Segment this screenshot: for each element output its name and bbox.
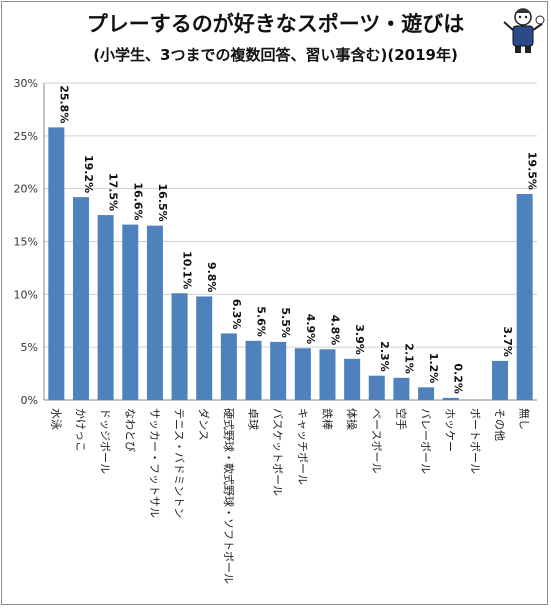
bar: [344, 358, 361, 400]
bar: [72, 197, 89, 400]
category-label: サッカー・フットサル: [148, 408, 161, 518]
data-label: 19.5%: [526, 152, 539, 190]
category-label: 空手: [394, 408, 408, 430]
category-label: 無し: [518, 408, 532, 430]
bar: [196, 296, 213, 400]
category-label: ドッジボール: [99, 408, 112, 474]
data-label: 5.5%: [279, 307, 292, 338]
data-label: 3.9%: [353, 324, 366, 355]
bar: [368, 375, 385, 400]
category-label: なわとび: [123, 408, 136, 452]
bar: [393, 377, 410, 400]
bar: [492, 360, 509, 400]
bar: [245, 340, 262, 400]
data-label: 16.6%: [131, 182, 144, 220]
y-tick-label: 30%: [14, 77, 38, 90]
data-label: 6.3%: [230, 299, 243, 330]
y-tick-label: 10%: [14, 288, 38, 301]
y-tick-label: 20%: [14, 183, 38, 196]
category-label: 硬式野球・軟式野球・ソフトボール: [222, 408, 236, 584]
mascot-icon: [503, 8, 545, 53]
data-label: 2.1%: [402, 343, 415, 374]
bar: [97, 215, 114, 400]
data-label: 16.5%: [156, 183, 169, 221]
data-label: 25.8%: [57, 85, 70, 123]
category-label: 水泳: [49, 408, 63, 430]
bar: [270, 341, 287, 400]
chart-subtitle: (小学生、3つまでの複数回答、習い事含む)(2019年): [93, 46, 458, 64]
y-tick-label: 25%: [14, 130, 38, 143]
bar: [319, 349, 336, 400]
bar: [442, 397, 459, 400]
chart-title: プレーするのが好きなスポーツ・遊びは: [86, 12, 465, 36]
category-label: バスケットボール: [271, 408, 284, 496]
data-label: 4.8%: [328, 315, 341, 346]
category-label: その他: [493, 408, 506, 441]
category-label: ベースボール: [370, 408, 383, 473]
data-label: 1.2%: [427, 353, 440, 384]
data-label: 9.8%: [205, 262, 218, 293]
category-label: キャッチボール: [296, 408, 309, 485]
bar: [171, 293, 188, 400]
data-label: 19.2%: [82, 155, 95, 193]
category-label: 鉄棒: [320, 408, 334, 430]
bar: [220, 333, 237, 400]
bar: [48, 127, 65, 400]
category-label: テニス・バドミントン: [173, 408, 186, 518]
category-label: 卓球: [247, 408, 261, 430]
bar: [146, 225, 163, 400]
category-label: 体操: [345, 408, 359, 430]
bar: [418, 387, 435, 400]
data-label: 2.3%: [378, 341, 391, 372]
bar: [294, 348, 311, 400]
data-label: 10.1%: [181, 251, 194, 289]
category-label: ホッケー: [444, 408, 457, 452]
data-label: 4.9%: [304, 314, 317, 345]
y-tick-label: 15%: [14, 236, 38, 249]
bar: [122, 224, 139, 400]
data-label: 0.2%: [452, 363, 465, 394]
data-label: 5.6%: [255, 306, 268, 337]
category-label: かけっこ: [74, 408, 87, 452]
data-label: 17.5%: [107, 173, 120, 211]
y-tick-label: 5%: [21, 341, 38, 354]
category-label: ダンス: [197, 408, 211, 441]
category-label: ボートボール: [468, 408, 481, 474]
y-tick-label: 0%: [21, 394, 38, 407]
bar: [516, 193, 533, 400]
data-label: 3.7%: [501, 326, 514, 357]
category-label: バレーボール: [419, 408, 432, 474]
